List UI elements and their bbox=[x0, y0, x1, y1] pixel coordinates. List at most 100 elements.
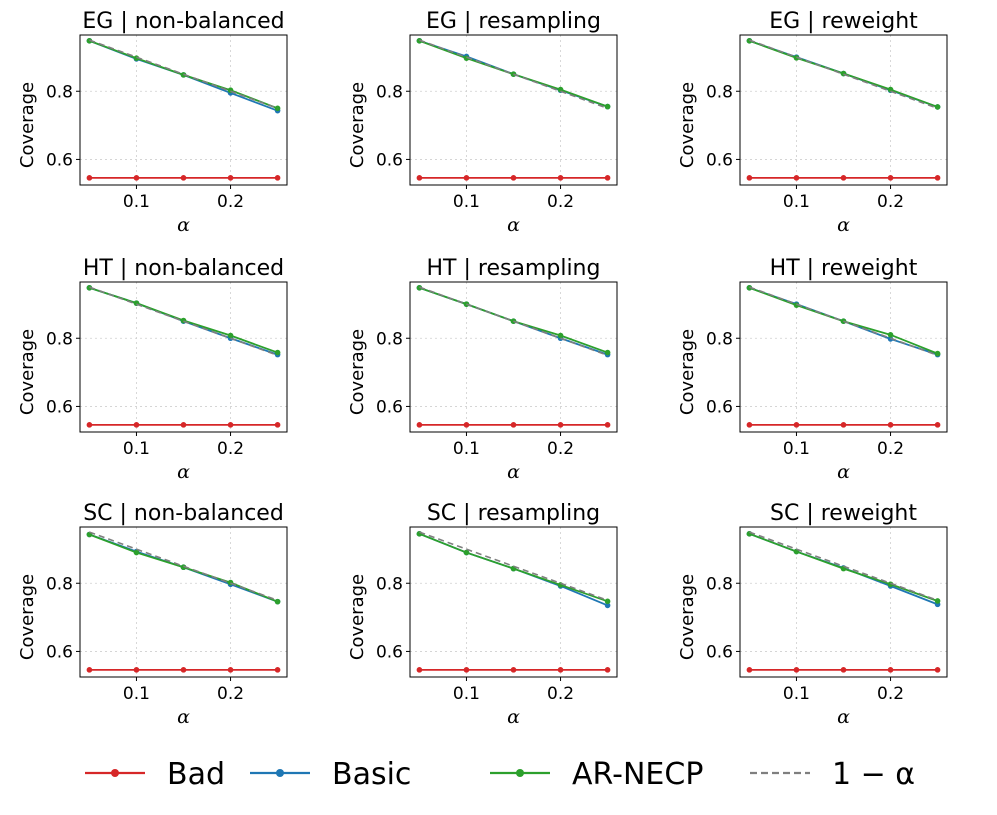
plot-frame bbox=[409, 34, 618, 186]
x-tick-label: 0.2 bbox=[547, 439, 574, 459]
y-axis-label: Coverage bbox=[677, 574, 698, 660]
x-tick-label: 0.2 bbox=[877, 192, 904, 212]
data-point-bad bbox=[887, 667, 894, 673]
series-line-series bbox=[89, 531, 278, 602]
data-point-bad bbox=[510, 667, 517, 673]
data-point-ar-necp bbox=[133, 55, 140, 61]
legend-label: Bad bbox=[167, 757, 225, 792]
y-tick-label: 0.8 bbox=[46, 329, 73, 349]
plot-frame bbox=[79, 526, 288, 678]
x-tick-label: 0.2 bbox=[547, 684, 574, 704]
data-point-bad bbox=[934, 175, 941, 181]
y-tick-label: 0.6 bbox=[376, 397, 403, 417]
x-tick-label: 0.2 bbox=[217, 192, 244, 212]
data-point-ar-necp bbox=[746, 531, 753, 537]
data-point-bad bbox=[227, 175, 234, 181]
data-point-ar-necp bbox=[604, 349, 611, 356]
series-line-series bbox=[419, 39, 608, 110]
x-axis-label: α bbox=[177, 461, 190, 483]
subplot-title: EG | non-balanced bbox=[82, 9, 284, 34]
data-point-bad bbox=[887, 422, 894, 428]
y-tick-label: 0.6 bbox=[706, 150, 733, 170]
series-line-series bbox=[749, 39, 938, 110]
legend-marker bbox=[111, 769, 119, 777]
x-tick-label: 0.1 bbox=[453, 192, 480, 212]
subplot: 0.1 0.2 0.6 0.8 EG | resampling α Coverage bbox=[347, 9, 618, 236]
subplot: 0.1 0.2 0.6 0.8 EG | reweight α Coverage bbox=[677, 9, 948, 236]
subplot: 0.1 0.2 0.6 0.8 HT | reweight α Coverage bbox=[677, 256, 948, 483]
data-point-bad bbox=[227, 667, 234, 673]
subplot-title: SC | resampling bbox=[427, 501, 600, 526]
data-point-bad bbox=[840, 175, 847, 181]
legend-marker bbox=[276, 769, 284, 777]
subplot-title: SC | non-balanced bbox=[83, 501, 284, 526]
x-tick-label: 0.2 bbox=[217, 684, 244, 704]
x-tick-label: 0.2 bbox=[877, 684, 904, 704]
legend-label: AR-NECP bbox=[572, 757, 703, 792]
data-point-bad bbox=[510, 175, 517, 181]
x-axis-label: α bbox=[837, 706, 850, 728]
plot-frame bbox=[739, 526, 948, 678]
series-line-series bbox=[89, 39, 278, 110]
data-point-bad bbox=[557, 667, 564, 673]
data-point-ar-necp bbox=[604, 103, 611, 110]
subplot-title: SC | reweight bbox=[770, 501, 917, 526]
x-tick-label: 0.1 bbox=[123, 684, 150, 704]
data-point-bad bbox=[180, 175, 187, 181]
data-point-bad bbox=[604, 422, 611, 428]
y-tick-label: 0.8 bbox=[46, 574, 73, 594]
x-axis-label: α bbox=[507, 214, 520, 236]
data-point-bad bbox=[86, 667, 93, 673]
subplot: 0.1 0.2 0.6 0.8 EG | non-balanced α Coverage bbox=[17, 9, 288, 236]
plot-frame bbox=[409, 281, 618, 433]
y-tick-label: 0.6 bbox=[46, 397, 73, 417]
plot-frame bbox=[739, 281, 948, 433]
x-axis-label: α bbox=[837, 461, 850, 483]
series-line-series bbox=[749, 286, 938, 357]
data-point-ar-necp bbox=[934, 350, 941, 357]
data-point-bad bbox=[934, 667, 941, 673]
data-point-ar-necp bbox=[180, 564, 187, 571]
y-axis-label: Coverage bbox=[347, 574, 368, 660]
data-point-bad bbox=[746, 667, 753, 673]
x-tick-label: 0.2 bbox=[217, 439, 244, 459]
data-point-bad bbox=[793, 667, 800, 673]
x-axis-label: α bbox=[507, 461, 520, 483]
y-axis-label: Coverage bbox=[17, 329, 38, 415]
subplot-title: EG | reweight bbox=[769, 9, 918, 34]
legend-label: Basic bbox=[332, 757, 411, 792]
x-tick-label: 0.1 bbox=[453, 439, 480, 459]
series-line-series bbox=[89, 286, 278, 357]
x-axis-label: α bbox=[507, 706, 520, 728]
plot-frame bbox=[79, 34, 288, 186]
data-point-ar-necp bbox=[463, 55, 470, 61]
subplot: 0.1 0.2 0.6 0.8 HT | non-balanced α Coverage bbox=[17, 256, 288, 483]
data-point-ar-necp bbox=[463, 549, 470, 556]
data-point-bad bbox=[557, 175, 564, 181]
data-point-bad bbox=[416, 422, 423, 428]
data-point-bad bbox=[746, 422, 753, 428]
y-tick-label: 0.8 bbox=[706, 329, 733, 349]
data-point-bad bbox=[86, 422, 93, 428]
subplot-title: HT | reweight bbox=[770, 256, 918, 281]
data-point-bad bbox=[557, 422, 564, 428]
legend-marker bbox=[516, 769, 524, 777]
plot-frame bbox=[79, 281, 288, 433]
data-point-bad bbox=[793, 175, 800, 181]
subplot: 0.1 0.2 0.6 0.8 SC | resampling α Coverage bbox=[347, 501, 618, 728]
data-point-bad bbox=[463, 667, 470, 673]
x-tick-label: 0.2 bbox=[547, 192, 574, 212]
data-point-bad bbox=[934, 422, 941, 428]
data-point-ar-necp bbox=[887, 332, 894, 338]
y-tick-label: 0.6 bbox=[376, 642, 403, 662]
y-tick-label: 0.6 bbox=[706, 397, 733, 417]
data-point-ar-necp bbox=[934, 104, 941, 110]
data-point-ar-necp bbox=[793, 302, 800, 308]
subplot: 0.1 0.2 0.6 0.8 SC | reweight α Coverage bbox=[677, 501, 948, 728]
data-point-ar-necp bbox=[227, 332, 234, 339]
subplot: 0.1 0.2 0.6 0.8 HT | resampling α Coverage bbox=[347, 256, 618, 483]
y-tick-label: 0.8 bbox=[376, 574, 403, 594]
data-point-bad bbox=[746, 175, 753, 181]
y-tick-label: 0.6 bbox=[706, 642, 733, 662]
